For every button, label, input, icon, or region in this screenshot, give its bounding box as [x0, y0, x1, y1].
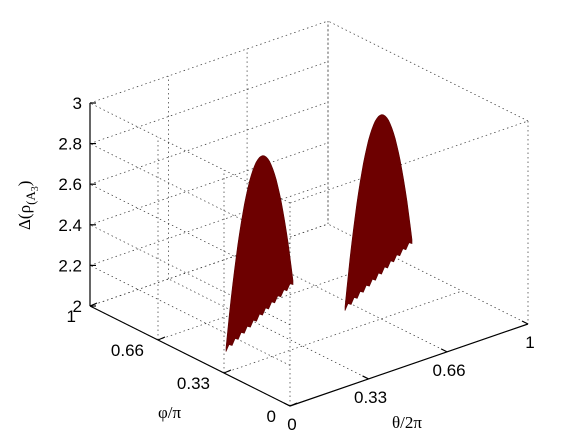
x-tick-label: 0.33 — [354, 388, 387, 407]
backwall-gridline-z — [89, 61, 329, 144]
z-axis-label-close: ) — [15, 181, 34, 187]
z-tick-label: 3 — [73, 94, 82, 113]
y-tick-mark — [89, 302, 98, 307]
y-axis-label: φ/π — [158, 403, 182, 422]
x-tick-mark — [440, 348, 448, 353]
x-axis-label: θ/2π — [392, 413, 422, 432]
box-top-edge — [327, 20, 529, 122]
z-axis-label-main: Δ(ρ — [15, 205, 34, 230]
y-tick-label: 0 — [267, 407, 276, 426]
x-axis-line — [289, 323, 529, 407]
z-axis-label: Δ(ρ(A3) — [15, 181, 41, 230]
z-axis-label-sub: (A — [23, 191, 38, 205]
y-tick-label: 1 — [67, 307, 76, 326]
back-gridlines — [89, 20, 529, 407]
surface-lobes — [225, 114, 413, 352]
y-tick-mark — [157, 336, 166, 341]
surface-lobe — [344, 114, 413, 311]
floor-gridline-y — [157, 257, 397, 341]
box-top-edge — [289, 120, 529, 204]
z-tick-label: 2 — [73, 297, 82, 316]
floor-gridline-y — [89, 223, 329, 307]
x-tick-labels: 0 0.33 0.66 1 — [283, 320, 535, 434]
backwall-gridline-z — [89, 223, 329, 307]
y-tick-labels: 0 0.33 0.66 1 — [67, 302, 298, 426]
axes-box — [89, 103, 529, 407]
x-tick-mark — [362, 375, 369, 380]
floor-gridline-x — [168, 278, 369, 380]
z-tick-label: 2.2 — [58, 256, 82, 275]
backwall-gridline-z — [89, 142, 329, 226]
floor-gridline-x — [246, 251, 448, 353]
z-tick-label: 2.4 — [58, 216, 82, 235]
z-axis-label-subsub: 3 — [30, 186, 41, 191]
x-tick-label: 0 — [287, 415, 296, 434]
z-tick-label: 2.8 — [58, 135, 82, 154]
backwall-gridline-z — [89, 20, 329, 104]
y-tick-mark — [289, 402, 298, 407]
z-tick-labels: 2 2.2 2.4 2.6 2.8 3 — [58, 94, 96, 316]
y-axis-line — [89, 305, 291, 407]
y-tick-label: 0.33 — [177, 374, 210, 393]
z-tick-label: 2.6 — [58, 175, 82, 194]
surface-lobe — [225, 155, 294, 352]
y-tick-label: 0.66 — [111, 341, 144, 360]
backwall-gridline-z — [89, 183, 329, 266]
x-tick-label: 1 — [525, 333, 534, 352]
x-tick-label: 0.66 — [433, 361, 466, 380]
sidewall-gridline-z — [89, 265, 291, 366]
x-tick-mark — [283, 402, 291, 407]
y-tick-mark — [223, 369, 232, 374]
floor-gridline-x — [327, 223, 529, 325]
x-tick-mark — [521, 320, 529, 325]
floor-gridline-y — [223, 290, 463, 374]
backwall-gridline-z — [89, 101, 329, 185]
